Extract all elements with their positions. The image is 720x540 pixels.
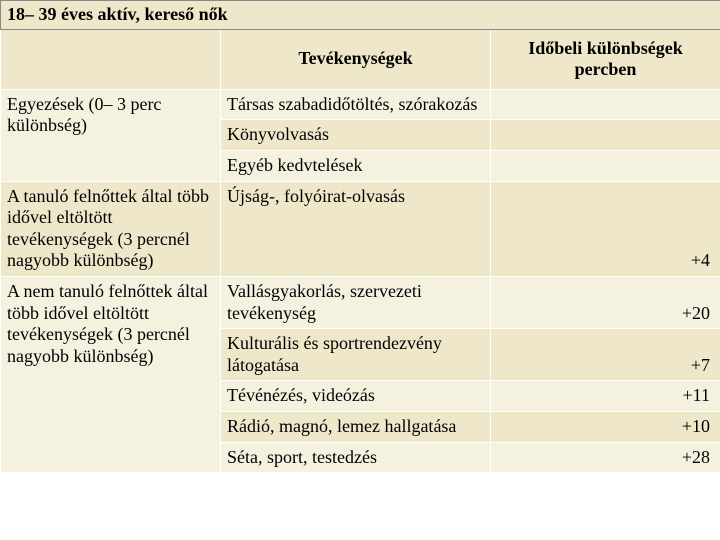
value-cell	[491, 150, 720, 181]
group3-label: A nem tanuló felnőttek által több idővel…	[1, 276, 221, 472]
title-row: 18– 39 éves aktív, kereső nők	[1, 1, 720, 30]
table-row: Egyezések (0– 3 perc különbség) Társas s…	[1, 89, 720, 120]
activity-cell: Egyéb kedvtelések	[221, 150, 491, 181]
activity-cell: Rádió, magnó, lemez hallgatása	[221, 411, 491, 442]
activity-cell: Tévénézés, videózás	[221, 381, 491, 412]
header-col3: Időbeli különbségek percben	[491, 29, 720, 89]
table-title: 18– 39 éves aktív, kereső nők	[1, 1, 720, 30]
header-col2: Tevékenységek	[221, 29, 491, 89]
table-row: A tanuló felnőttek által több idővel elt…	[1, 181, 720, 276]
activity-cell: Társas szabadidőtöltés, szórakozás	[221, 89, 491, 120]
value-cell: +4	[491, 181, 720, 276]
header-col1	[1, 29, 221, 89]
value-cell: +7	[491, 329, 720, 381]
activity-cell: Újság-, folyóirat-olvasás	[221, 181, 491, 276]
value-cell: +11	[491, 381, 720, 412]
group1-label: Egyezések (0– 3 perc különbség)	[1, 89, 221, 181]
activity-cell: Séta, sport, testedzés	[221, 442, 491, 473]
value-cell: +20	[491, 276, 720, 328]
value-cell	[491, 120, 720, 151]
value-cell	[491, 89, 720, 120]
data-table: 18– 39 éves aktív, kereső nők Tevékenysé…	[0, 0, 720, 473]
group2-label: A tanuló felnőttek által több idővel elt…	[1, 181, 221, 276]
value-cell: +10	[491, 411, 720, 442]
activity-cell: Könyvolvasás	[221, 120, 491, 151]
value-cell: +28	[491, 442, 720, 473]
activity-cell: Vallásgyakorlás, szervezeti tevékenység	[221, 276, 491, 328]
activity-cell: Kulturális és sportrendezvény látogatása	[221, 329, 491, 381]
header-row: Tevékenységek Időbeli különbségek percbe…	[1, 29, 720, 89]
table-row: A nem tanuló felnőttek által több idővel…	[1, 276, 720, 328]
